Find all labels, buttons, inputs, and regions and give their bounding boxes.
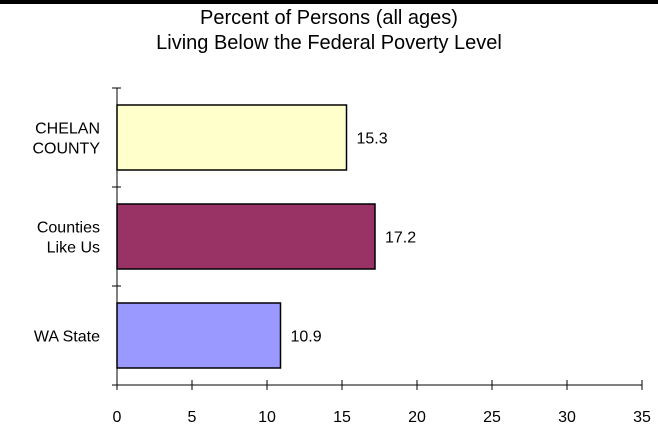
- category-label-1-0: Counties: [37, 220, 100, 237]
- chart-title-line-1: Percent of Persons (all ages): [200, 7, 458, 29]
- value-tick-label-5: 25: [483, 409, 501, 426]
- value-tick-label-3: 15: [333, 409, 351, 426]
- value-tick-label-4: 20: [408, 409, 426, 426]
- bar-0: [116, 104, 348, 171]
- category-label-0-0: CHELAN: [35, 121, 100, 138]
- data-label-1: 17.2: [385, 230, 416, 247]
- category-label-1-1: Like Us: [47, 240, 100, 257]
- bar-1: [116, 203, 376, 270]
- top-border-rule: [0, 0, 658, 4]
- value-tick-label-7: 35: [633, 409, 651, 426]
- value-tick-label-1: 5: [188, 409, 197, 426]
- chart-title-line-2: Living Below the Federal Poverty Level: [156, 32, 502, 54]
- category-label-2-0: WA State: [34, 329, 100, 346]
- data-label-0: 15.3: [357, 131, 388, 148]
- data-label-2: 10.9: [291, 329, 322, 346]
- bar-2: [116, 302, 282, 369]
- category-label-0-1: COUNTY: [32, 141, 100, 158]
- value-tick-label-6: 30: [558, 409, 576, 426]
- chart-title: Percent of Persons (all ages) Living Bel…: [0, 6, 658, 56]
- value-tick-label-2: 10: [258, 409, 276, 426]
- value-tick-label-0: 0: [113, 409, 122, 426]
